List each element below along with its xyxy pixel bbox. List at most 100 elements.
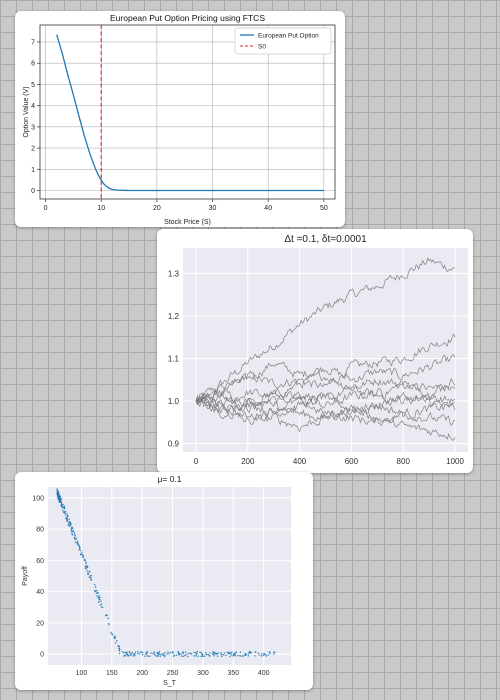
scatter-point: [258, 654, 261, 656]
scatter-point: [173, 654, 176, 656]
y-tick-label: 0.9: [168, 440, 180, 449]
scatter-point: [85, 562, 88, 564]
scatter-point: [122, 651, 125, 654]
scatter-point: [228, 652, 231, 655]
scatter-point: [59, 501, 61, 503]
scatter-point: [86, 566, 89, 568]
scatter-point: [126, 651, 128, 654]
scatter-point: [73, 536, 76, 539]
y-tick-label: 1: [31, 167, 35, 174]
path-line-5: [195, 380, 456, 414]
scatter-point: [95, 590, 97, 592]
y-tick-label: 6: [31, 61, 35, 68]
scatter-point: [182, 652, 185, 655]
scatter-point: [169, 651, 172, 654]
scatter-point: [250, 651, 253, 654]
path-line-1: [195, 257, 456, 402]
scatter-point: [133, 653, 135, 656]
scatter-point: [73, 533, 76, 536]
x-tick-label: 1000: [446, 457, 464, 466]
plot-area: [183, 248, 468, 452]
path-line-2: [195, 333, 456, 403]
scatter-point: [269, 652, 271, 655]
scatter-point: [178, 652, 180, 654]
scatter-point: [145, 651, 148, 653]
scatter-point: [113, 637, 116, 640]
scatter-point: [197, 655, 200, 658]
y-tick-label: 2: [31, 146, 35, 153]
scatter-point: [172, 655, 175, 657]
scatter-point: [239, 651, 242, 653]
scatter-point: [97, 596, 100, 599]
x-tick-label: 0: [44, 205, 48, 212]
scatter-point: [68, 518, 70, 520]
scatter-point: [146, 655, 149, 657]
scatter-point: [86, 564, 88, 567]
scatter-point: [60, 502, 63, 504]
scatter-point: [63, 505, 65, 508]
scatter-point: [239, 655, 242, 657]
scatter-point: [184, 654, 186, 656]
scatter-point: [225, 654, 227, 656]
scatter-point: [132, 655, 135, 657]
scatter-points: [56, 488, 276, 658]
scatter-point: [70, 530, 72, 533]
scatter-point: [187, 655, 189, 658]
scatter-point: [166, 653, 168, 655]
scatter-point: [254, 651, 256, 653]
scatter-point: [158, 651, 161, 653]
scatter-point: [87, 572, 89, 574]
scatter-point: [272, 651, 275, 654]
scatter-point: [71, 526, 74, 529]
y-tick-label: 7: [31, 39, 35, 46]
scatter-point: [260, 652, 263, 655]
x-tick-label: 400: [293, 457, 307, 466]
scatter-point: [137, 650, 139, 653]
scatter-point: [66, 515, 69, 518]
scatter-point: [230, 653, 233, 656]
scatter-point: [69, 520, 71, 523]
scatter-point: [267, 654, 270, 656]
scatter-point: [66, 513, 68, 515]
scatter-point: [68, 525, 71, 527]
scatter-point: [114, 635, 116, 637]
x-tick-label: 40: [264, 205, 272, 212]
x-tick-label: 800: [397, 457, 411, 466]
scatter-point: [205, 651, 207, 654]
scatter-point: [140, 651, 142, 653]
scatter-point: [141, 653, 144, 656]
scatter-point: [81, 551, 83, 553]
scatter-point: [62, 503, 64, 506]
y-tick-label: 5: [31, 82, 35, 89]
scatter-point: [90, 574, 93, 577]
scatter-point: [100, 603, 103, 605]
scatter-point: [222, 653, 225, 656]
y-tick-label: 100: [32, 495, 44, 502]
scatter-point: [70, 528, 73, 531]
scatter-point: [172, 652, 174, 654]
scatter-point: [78, 544, 80, 547]
scatter-point: [182, 651, 184, 653]
scatter-point: [205, 653, 208, 656]
chart-title: Δt =0.1, δt=0.0001: [284, 234, 367, 245]
scatter-point: [99, 596, 101, 599]
scatter-point: [60, 504, 62, 507]
y-tick-label: 80: [36, 527, 44, 534]
scatter-point: [190, 653, 193, 655]
scatter-point: [213, 655, 215, 657]
legend-label-s0: S0: [258, 44, 266, 51]
scatter-point: [217, 652, 220, 654]
random-walk-chart: 0 200 400 600 800 1000 0.9 1.0 1.1 1.2 1.3 Δt =0.1,…: [168, 234, 468, 466]
scatter-point: [74, 541, 77, 543]
path-line-10: [195, 397, 456, 441]
scatter-point: [274, 651, 276, 653]
plot-area: [48, 487, 291, 665]
path-line-4: [195, 371, 456, 408]
scatter-point: [265, 655, 268, 657]
scatter-point: [244, 654, 246, 656]
scatter-point: [99, 604, 102, 606]
scatter-point: [98, 598, 101, 601]
scatter-point: [212, 651, 215, 653]
scatter-point: [226, 651, 229, 654]
scatter-point: [268, 651, 270, 653]
